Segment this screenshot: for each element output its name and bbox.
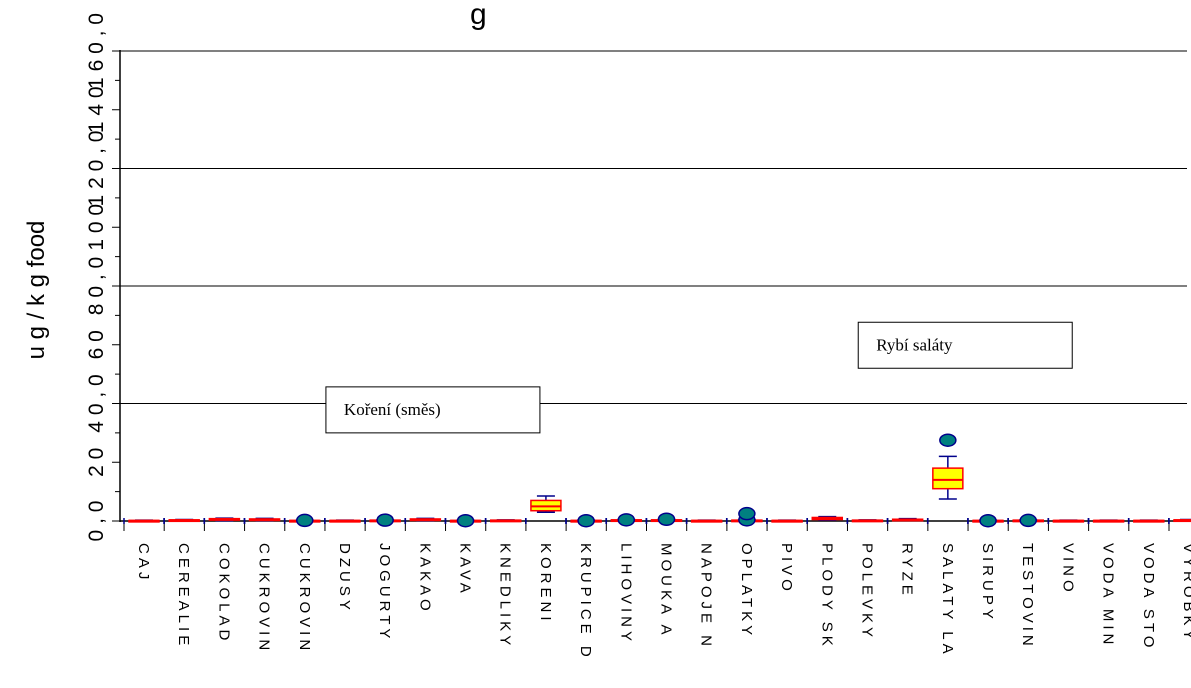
x-tick-label: KRUPICE D <box>577 543 594 661</box>
box-22 <box>1007 513 1049 528</box>
y-tick-label: 1 0 0 <box>85 204 108 251</box>
box-13 <box>645 512 688 526</box>
x-tick-label: NAPOJE N <box>698 543 715 650</box>
box-12 <box>605 513 648 527</box>
outlier-point <box>738 506 756 521</box>
chart-title: g <box>470 0 487 31</box>
y-tick-label: 1 4 0 <box>85 86 108 133</box>
box-20 <box>927 433 969 524</box>
x-tick-label: CUKROVIN <box>256 543 273 654</box>
box-24 <box>1087 518 1130 524</box>
outlier-point <box>296 513 314 528</box>
annotation-frame <box>325 386 541 434</box>
box-26 <box>1168 518 1191 524</box>
box-25 <box>1128 518 1170 524</box>
box-19 <box>886 517 929 524</box>
boxes <box>123 433 1191 528</box>
y-tick-label: 4 0 , 0 <box>85 374 108 432</box>
box-0 <box>123 518 165 524</box>
box-23 <box>1047 518 1090 524</box>
box-10 <box>525 495 567 524</box>
box-18 <box>846 518 889 524</box>
x-tick-label: SALATY LA <box>939 543 956 658</box>
annotation-box: Rybí saláty <box>857 321 1073 369</box>
x-tick-label: KORENI <box>537 543 554 625</box>
box-7 <box>404 517 447 524</box>
outlier-point <box>939 433 957 447</box>
box-16 <box>766 518 808 524</box>
x-tick-label: CEREALIE <box>175 543 192 649</box>
grid-lines <box>120 50 1187 404</box>
x-tick-label: POLEVKY <box>858 543 875 641</box>
x-tick-label: OPLATKY <box>738 543 755 639</box>
outlier-point <box>657 512 676 526</box>
box-11 <box>565 513 607 528</box>
y-axis-label: u g / k g food <box>23 221 50 360</box>
annotation-box: Koření (směs) <box>325 386 541 434</box>
x-tick-label: VYROBKY <box>1180 543 1191 644</box>
x-tick-label: LIHOVINY <box>617 543 634 645</box>
y-tick-label: 2 0 <box>85 448 108 477</box>
box-15 <box>726 506 768 527</box>
y-tick-label: 6 0 <box>85 330 108 359</box>
outlier-point <box>456 513 475 528</box>
x-tick-label: CAJ <box>135 543 152 583</box>
annotation-text: Rybí saláty <box>876 335 953 354</box>
x-tick-label: VODA MIN <box>1100 543 1117 648</box>
box-9 <box>484 518 527 524</box>
box-14 <box>685 518 728 524</box>
box-8 <box>444 513 487 528</box>
x-tick-label: KAVA <box>457 543 474 597</box>
x-tick-label: CUKROVIN <box>296 543 313 654</box>
x-tick-label: KAKAO <box>416 543 433 615</box>
x-tick-label: MOUKA A <box>658 543 675 639</box>
box-6 <box>364 513 406 527</box>
x-tick-label: SIRUPY <box>979 543 996 623</box>
x-tick-label: KNEDLIKY <box>497 543 514 649</box>
y-tick-label: 0 , 0 <box>85 501 108 542</box>
x-tick-label: PLODY SK <box>818 543 835 650</box>
x-ticks: CAJ CEREALIE COKOLAD CUKROVIN CUKROVIN DZUSY J… <box>123 521 1191 661</box>
x-tick-label: TESTOVIN <box>1019 543 1036 650</box>
box-5 <box>324 518 366 524</box>
x-tick-label: VODA STO <box>1140 543 1157 651</box>
x-tick-label: VINO <box>1059 543 1076 596</box>
x-tick-label: RYZE <box>899 543 916 599</box>
x-tick-label: JOGURTY <box>376 543 393 642</box>
box-21 <box>967 513 1009 528</box>
y-tick-label: 8 0 , 0 <box>85 257 108 315</box>
outlier-point <box>376 513 394 527</box>
box-body <box>932 467 964 490</box>
box-3 <box>243 517 286 524</box>
outlier-point <box>979 513 997 528</box>
y-ticks: 0 , 0 4 0 , 0 8 0 , 0 1 2 0 , 0 1 6 0 , 0 2 0… <box>85 13 120 541</box>
x-tick-label: DZUSY <box>336 543 353 614</box>
box-1 <box>163 518 205 524</box>
outlier-point <box>577 513 595 528</box>
outlier-point <box>1019 513 1037 528</box>
outlier-point <box>617 513 636 527</box>
y-tick-label: 1 2 0 , 0 <box>85 131 108 207</box>
x-tick-label: PIVO <box>778 543 795 595</box>
annotations: Koření (směs) Rybí saláty <box>325 321 1073 434</box>
x-tick-label: COKOLAD <box>215 543 232 644</box>
annotation-frame <box>857 321 1073 369</box>
annotation-text: Koření (směs) <box>344 400 441 419</box>
box-4 <box>284 513 326 528</box>
y-tick-label: 1 6 0 , 0 <box>85 13 108 89</box>
